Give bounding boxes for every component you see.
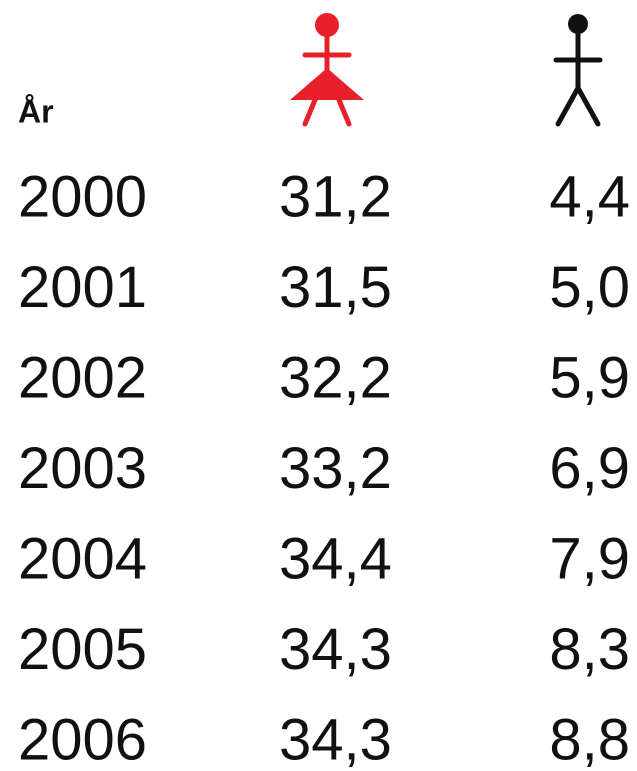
female-cell: 34,4 [279, 526, 392, 591]
male-cell: 5,0 [549, 255, 630, 320]
male-cell: 8,3 [549, 617, 630, 682]
year-cell: 2002 [18, 345, 147, 410]
female-cell: 34,3 [279, 617, 392, 682]
female-cell: 33,2 [279, 436, 392, 501]
female-cell: 31,5 [279, 255, 392, 320]
female-cell: 32,2 [279, 345, 392, 410]
male-icon [553, 14, 603, 127]
year-cell: 2000 [18, 164, 147, 229]
male-cell: 4,4 [549, 164, 630, 229]
male-cell: 6,9 [549, 436, 630, 501]
female-icon [290, 13, 364, 127]
year-header: År [18, 93, 54, 129]
female-cell: 31,2 [279, 164, 392, 229]
year-cell: 2004 [18, 526, 147, 591]
year-cell: 2001 [18, 255, 147, 320]
female-cell: 34,3 [279, 707, 392, 771]
year-cell: 2003 [18, 436, 147, 501]
year-cell: 2006 [18, 707, 147, 771]
year-cell: 2005 [18, 617, 147, 682]
male-cell: 8,8 [549, 707, 630, 771]
male-cell: 5,9 [549, 345, 630, 410]
male-cell: 7,9 [549, 526, 630, 591]
